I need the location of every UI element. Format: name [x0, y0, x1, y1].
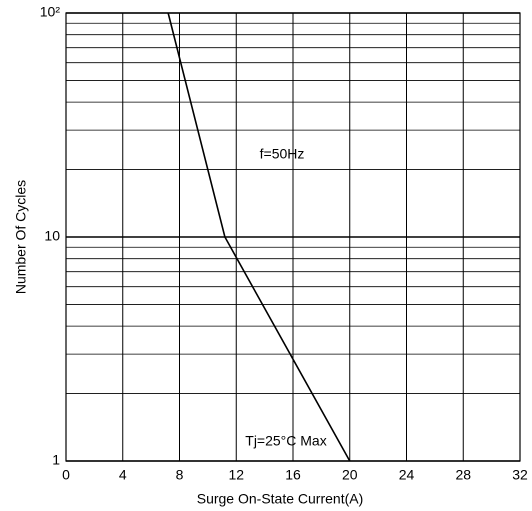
y-tick-label: 10²	[40, 4, 61, 20]
annotation: f=50Hz	[260, 146, 305, 162]
x-tick-label: 28	[455, 467, 471, 483]
x-tick-label: 12	[228, 467, 244, 483]
x-tick-label: 20	[342, 467, 358, 483]
plot-frame	[65, 12, 521, 462]
x-tick-label: 32	[512, 467, 528, 483]
y-tick-label: 1	[52, 452, 60, 468]
x-tick-label: 8	[176, 467, 184, 483]
x-tick-label: 16	[285, 467, 301, 483]
x-axis-label: Surge On-State Current(A)	[197, 491, 364, 507]
x-tick-label: 24	[399, 467, 415, 483]
x-tick-label: 4	[119, 467, 127, 483]
y-axis-label: Number Of Cycles	[13, 180, 29, 294]
x-tick-label: 0	[62, 467, 70, 483]
data-line	[167, 12, 351, 462]
annotation: Tj=25°C Max	[245, 433, 326, 449]
y-tick-label: 10	[44, 228, 60, 244]
